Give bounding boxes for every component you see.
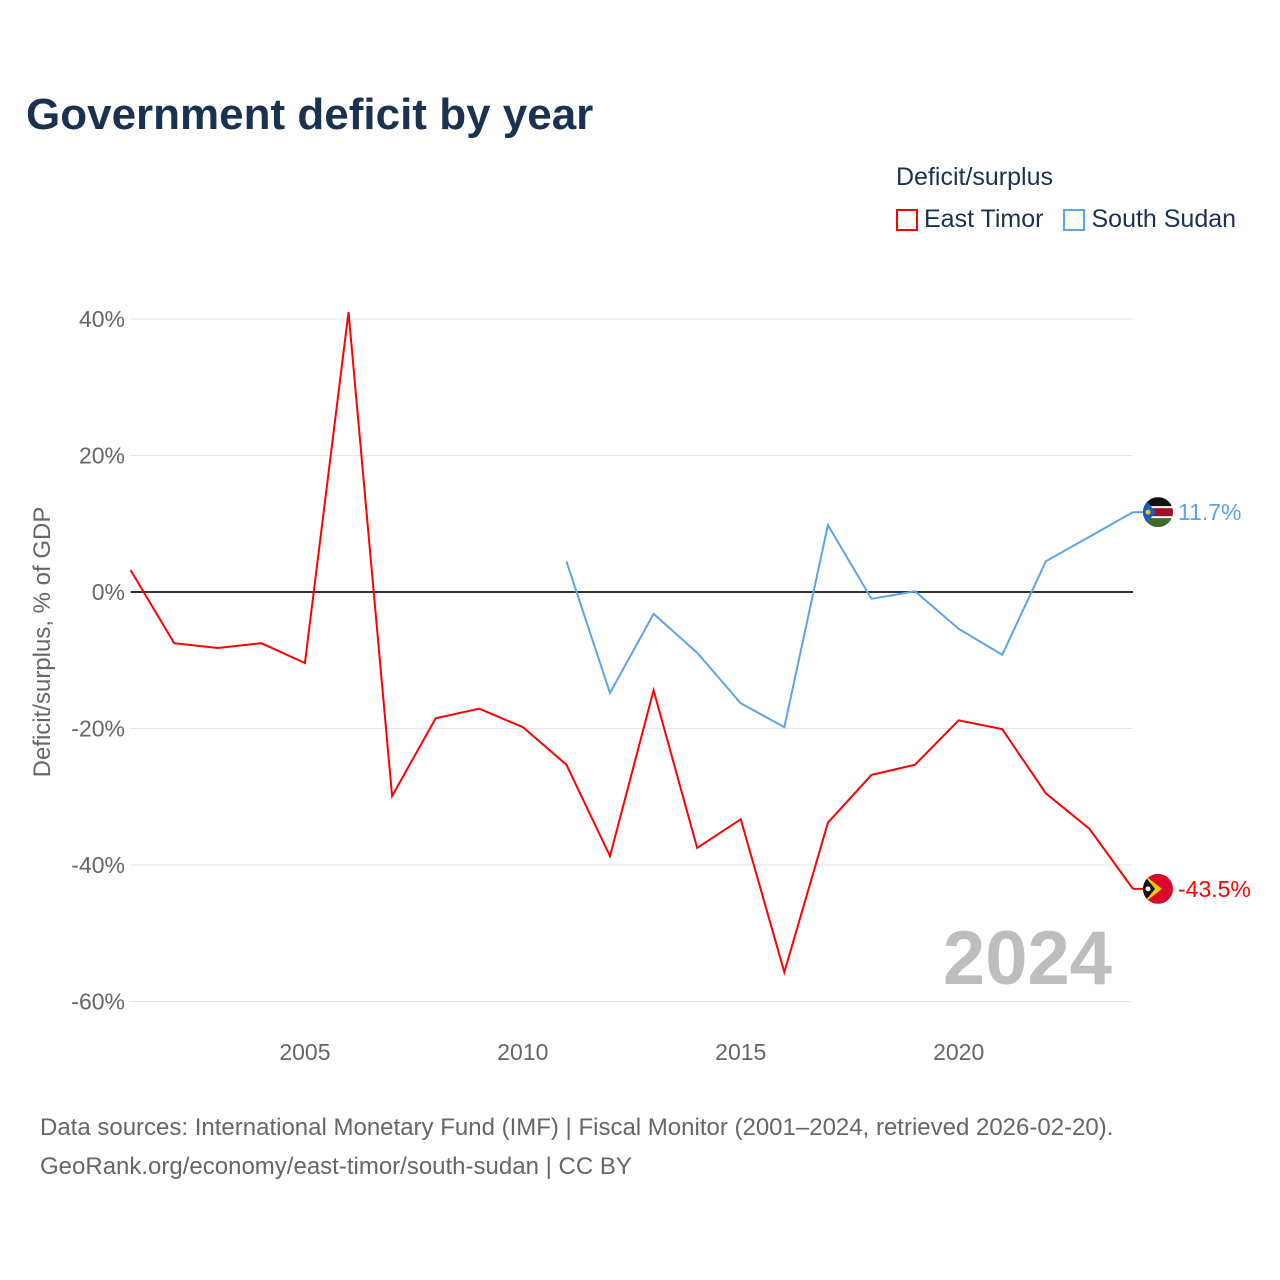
footer: Data sources: International Monetary Fun… — [40, 1108, 1113, 1186]
y-tick-label: 0% — [92, 579, 125, 605]
series-line-east-timor — [129, 312, 1134, 976]
legend-item-south-sudan[interactable]: South Sudan — [1063, 205, 1236, 234]
chart-title: Government deficit by year — [26, 90, 594, 139]
y-tick-label: -60% — [71, 989, 125, 1015]
legend-title: Deficit/surplus — [896, 163, 1053, 191]
legend-item-east-timor[interactable]: East Timor — [896, 205, 1043, 234]
y-tick-label: 20% — [79, 443, 125, 469]
legend-swatch — [1063, 208, 1086, 231]
y-tick-label: 40% — [79, 306, 125, 332]
flag-east-timor-icon — [1143, 873, 1173, 904]
y-tick-label: -40% — [71, 852, 125, 878]
legend: East Timor South Sudan — [896, 205, 1236, 234]
legend-swatch — [896, 208, 918, 231]
data-source-text: Data sources: International Monetary Fun… — [40, 1114, 1114, 1141]
y-tick-label: -20% — [71, 716, 125, 742]
y-axis-label: Deficit/surplus, % of GDP — [29, 507, 56, 778]
x-tick-label: 2015 — [715, 1039, 766, 1065]
year-watermark: 2024 — [943, 916, 1112, 1001]
series-line-south-sudan — [565, 511, 1134, 729]
x-tick-label: 2010 — [497, 1039, 548, 1065]
x-tick-label: 2020 — [933, 1039, 984, 1065]
x-tick-label: 2005 — [279, 1039, 330, 1065]
legend-label: South Sudan — [1091, 205, 1237, 233]
flag-south-sudan-icon — [1143, 497, 1173, 528]
attribution-link[interactable]: GeoRank.org/economy/east-timor/south-sud… — [40, 1153, 632, 1180]
legend-label: East Timor — [924, 205, 1044, 233]
end-value-label-south-sudan: 11.7% — [1178, 499, 1242, 525]
end-value-label-east-timor: -43.5% — [1178, 876, 1251, 902]
